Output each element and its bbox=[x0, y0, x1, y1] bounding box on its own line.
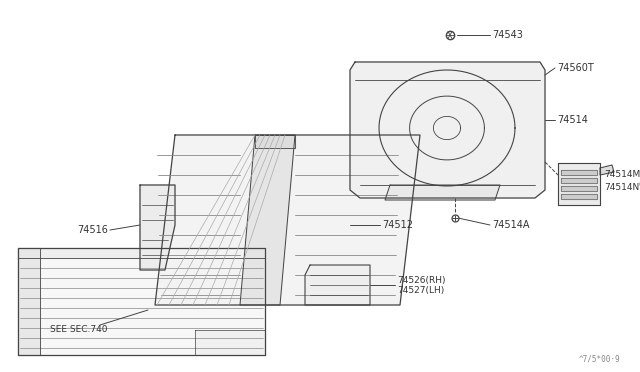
Polygon shape bbox=[558, 163, 600, 205]
Polygon shape bbox=[350, 62, 545, 198]
Polygon shape bbox=[240, 135, 295, 305]
Polygon shape bbox=[385, 185, 500, 200]
Text: 74526(RH): 74526(RH) bbox=[397, 276, 445, 285]
Polygon shape bbox=[18, 248, 265, 355]
Text: ^7/5*00·9: ^7/5*00·9 bbox=[579, 354, 620, 363]
Polygon shape bbox=[305, 265, 370, 305]
Text: 74514M(RH): 74514M(RH) bbox=[604, 170, 640, 180]
Polygon shape bbox=[18, 248, 265, 258]
Polygon shape bbox=[18, 248, 40, 355]
Text: 74512: 74512 bbox=[382, 220, 413, 230]
Text: 74527(LH): 74527(LH) bbox=[397, 286, 444, 295]
Text: 74543: 74543 bbox=[492, 30, 523, 40]
Polygon shape bbox=[561, 194, 597, 199]
Polygon shape bbox=[600, 165, 614, 175]
Polygon shape bbox=[561, 178, 597, 183]
Text: 74560T: 74560T bbox=[557, 63, 594, 73]
Text: (LH): (LH) bbox=[638, 180, 640, 189]
Polygon shape bbox=[561, 186, 597, 191]
Polygon shape bbox=[140, 185, 175, 270]
Text: 74514A: 74514A bbox=[492, 220, 529, 230]
Polygon shape bbox=[195, 330, 265, 355]
Text: SEE SEC.740: SEE SEC.740 bbox=[50, 326, 108, 334]
Text: 74514: 74514 bbox=[557, 115, 588, 125]
Text: 74514N: 74514N bbox=[604, 183, 639, 192]
Text: 74516: 74516 bbox=[77, 225, 108, 235]
Polygon shape bbox=[155, 135, 420, 305]
Polygon shape bbox=[255, 135, 295, 148]
Polygon shape bbox=[561, 170, 597, 175]
